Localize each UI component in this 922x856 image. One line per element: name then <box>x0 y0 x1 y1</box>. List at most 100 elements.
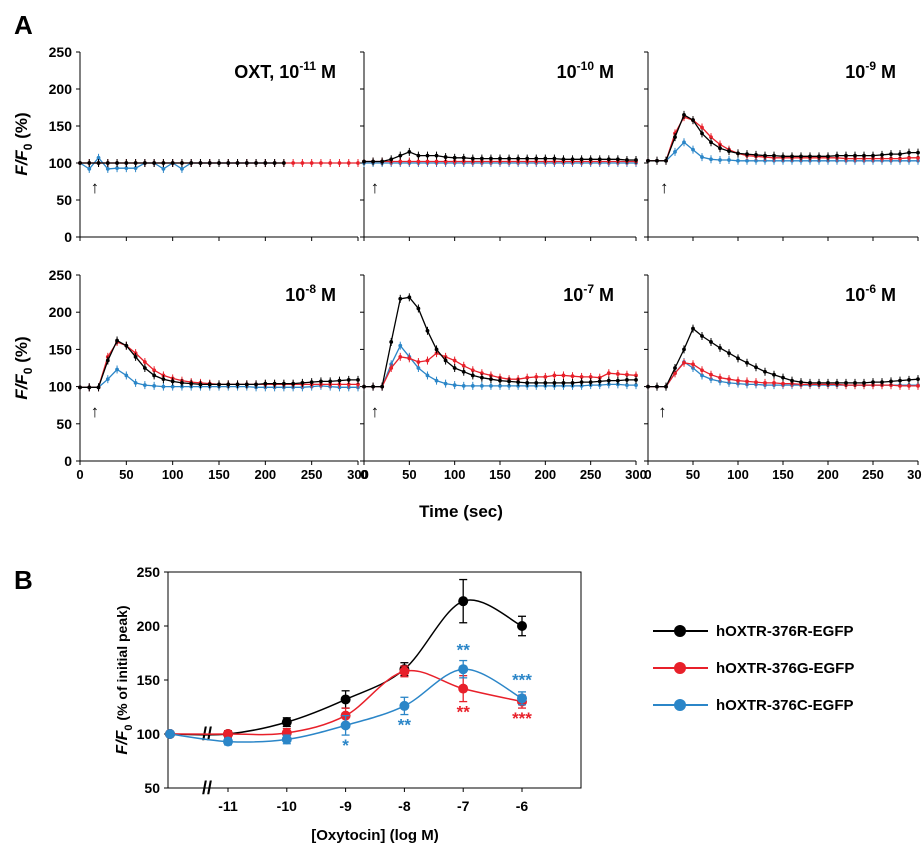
data-point <box>736 356 740 361</box>
data-point <box>808 154 812 159</box>
y-tick-label: 250 <box>49 267 73 283</box>
y-tick-label: 250 <box>49 44 73 60</box>
stimulus-arrow: ↑ <box>371 178 380 197</box>
data-point <box>319 161 323 165</box>
label-unit: M <box>594 285 614 305</box>
x-tick-label: -8 <box>398 798 411 814</box>
significance-mark: * <box>342 736 349 755</box>
data-point <box>898 383 902 388</box>
data-point <box>87 385 92 390</box>
x-tick-label: 0 <box>644 467 651 482</box>
data-point <box>356 382 360 387</box>
data-point <box>691 326 695 331</box>
data-point <box>479 375 484 380</box>
stimulus-arrow: ↑ <box>660 178 669 197</box>
data-point <box>625 158 629 162</box>
y-tick-label: 150 <box>137 672 161 688</box>
data-point <box>498 156 502 161</box>
data-point <box>826 380 830 385</box>
data-point <box>853 380 857 385</box>
data-point <box>606 371 611 376</box>
panel-a-ylabel-2: F/F0 (%) <box>12 336 35 399</box>
data-point <box>398 296 403 301</box>
data-point <box>907 378 911 382</box>
data-point <box>561 157 566 162</box>
data-point <box>754 365 758 370</box>
data-point <box>615 378 620 383</box>
data-point <box>198 382 203 387</box>
y-tick-label: 0 <box>64 229 72 245</box>
data-point <box>337 161 342 165</box>
x-tick-label: 250 <box>580 467 602 482</box>
data-point <box>443 358 448 363</box>
data-point <box>682 347 686 352</box>
label-exponent: -11 <box>299 59 316 73</box>
data-point <box>507 383 511 388</box>
data-point <box>434 153 439 158</box>
data-point <box>682 113 686 117</box>
data-point <box>745 152 749 157</box>
data-point <box>96 155 101 160</box>
data-point <box>898 156 902 161</box>
data-point <box>646 158 650 163</box>
data-point <box>272 161 277 165</box>
panel-label-b: B <box>14 565 33 595</box>
data-point <box>691 118 695 122</box>
legend: hOXTR-376R-EGFP hOXTR-376G-EGFP hOXTR-376C… <box>653 623 854 714</box>
subplot-1: 0 50 100 150 200 250 ↑ OXT, 10-11 M <box>49 44 360 245</box>
data-point <box>244 382 249 387</box>
data-point <box>263 161 268 165</box>
data-point <box>389 157 394 162</box>
series-line-376R <box>80 339 358 388</box>
data-point <box>416 366 421 370</box>
data-point <box>398 153 403 158</box>
data-point <box>700 368 704 373</box>
data-point <box>479 371 484 376</box>
data-point <box>380 384 385 389</box>
data-point <box>763 380 767 385</box>
data-point <box>407 150 412 154</box>
data-point <box>479 156 484 161</box>
axis-break-mark: // <box>202 778 212 798</box>
data-point <box>880 152 884 157</box>
data-point <box>516 380 521 385</box>
y-tick-label: 50 <box>56 416 72 432</box>
data-point <box>745 360 749 365</box>
x-tick-label: 300 <box>625 467 647 482</box>
data-point <box>507 379 511 384</box>
data-point <box>105 358 110 363</box>
data-point <box>745 379 749 384</box>
data-point <box>371 384 375 389</box>
data-point <box>489 156 493 161</box>
data-point <box>416 306 421 311</box>
data-point <box>673 371 677 376</box>
data-point <box>736 378 740 383</box>
data-point <box>516 156 521 161</box>
data-point <box>416 153 421 158</box>
label-main: 10 <box>845 62 865 82</box>
data-point <box>226 382 231 387</box>
data-point <box>790 378 794 383</box>
data-point <box>189 381 194 386</box>
data-point <box>461 155 466 160</box>
data-point <box>309 380 314 385</box>
x-tick-label: 50 <box>119 467 133 482</box>
data-point <box>489 383 493 388</box>
data-point <box>763 369 767 374</box>
data-point <box>709 157 713 162</box>
data-point <box>489 377 493 382</box>
x-tick-label: 100 <box>444 467 466 482</box>
data-point <box>398 159 403 164</box>
data-point <box>115 367 119 372</box>
data-point <box>461 369 466 374</box>
data-point <box>916 383 920 388</box>
x-tick-label: 300 <box>347 467 369 482</box>
data-point <box>916 377 920 382</box>
significance-mark: ** <box>457 703 471 722</box>
data-point <box>625 378 629 382</box>
data-point <box>189 161 194 165</box>
data-point <box>124 373 129 378</box>
data-point <box>534 156 539 161</box>
data-point <box>588 375 593 379</box>
data-point <box>817 380 821 385</box>
